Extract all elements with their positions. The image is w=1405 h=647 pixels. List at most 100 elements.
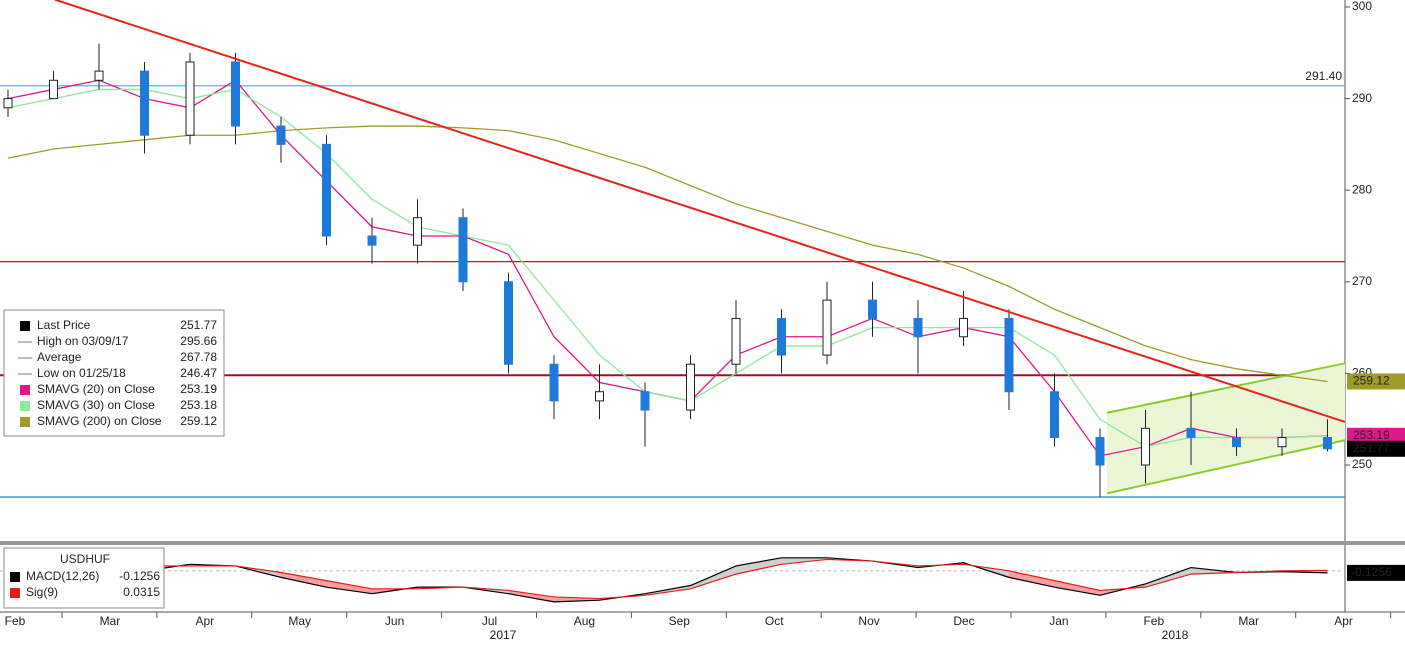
candle-body (504, 281, 513, 365)
x-tick-label: Apr (195, 614, 214, 628)
legend-value: 295.66 (180, 334, 217, 348)
level-label: 291.40 (1305, 69, 1342, 83)
candle-body (913, 317, 923, 338)
trend-line (54, 0, 1346, 423)
legend-swatch (20, 401, 30, 411)
candle-body (868, 299, 877, 319)
x-tick-label: Oct (765, 614, 784, 628)
legend-label: SMAVG (200) on Close (37, 414, 162, 428)
price-tag (1347, 440, 1405, 457)
legend-value: 251.77 (180, 318, 217, 332)
candle-body (231, 61, 240, 127)
candle-body (140, 70, 149, 136)
candle-body (822, 299, 832, 356)
macd-legend-swatch (10, 572, 20, 582)
y-tick-label: 300 (1352, 0, 1372, 13)
candle-body (1232, 437, 1241, 448)
legend-label: Low on 01/25/18 (37, 366, 126, 380)
y-tick-label: 280 (1352, 182, 1372, 196)
x-tick-label: Sep (669, 614, 691, 628)
candle-body (322, 143, 331, 237)
macd-tag (1347, 564, 1405, 581)
x-tick-label: Jan (1049, 614, 1068, 628)
legend-value: 246.47 (180, 366, 217, 380)
candle-body (49, 79, 58, 100)
candle-body (185, 61, 195, 136)
macd-histogram-area (736, 557, 782, 575)
candle-body (276, 125, 286, 145)
candle-body (959, 317, 968, 338)
macd-line (7, 558, 1328, 600)
price-tag (1347, 373, 1405, 390)
candle-body (367, 235, 377, 246)
legend-box (3, 309, 225, 437)
x-tick-label: Feb (1143, 614, 1164, 628)
legend-value: 259.12 (180, 414, 217, 428)
price-tag-label: 253.19 (1353, 428, 1390, 442)
x-tick-label: Mar (100, 614, 121, 628)
x-tick-label: May (288, 614, 311, 628)
candle-body (731, 317, 741, 365)
x-tick-label: Apr (1334, 614, 1353, 628)
candle-body (1277, 437, 1287, 448)
legend-value: 253.19 (180, 382, 217, 396)
year-label: 2017 (490, 628, 517, 642)
legend-swatch (20, 417, 30, 427)
x-tick-label: Jul (482, 614, 497, 628)
candle-body (458, 217, 468, 283)
candle-body (549, 363, 559, 402)
macd-histogram-area (508, 590, 554, 602)
sma-line (7, 125, 1328, 383)
candle-body (3, 98, 13, 109)
x-tick-label: Jun (385, 614, 404, 628)
x-tick-label: Nov (858, 614, 879, 628)
candle-body (1141, 427, 1150, 466)
candle-body (1050, 391, 1059, 439)
y-tick-label: 290 (1352, 91, 1372, 105)
price-tag-label: 251.77 (1353, 441, 1390, 455)
macd-histogram-area (690, 565, 736, 589)
macd-legend-label: MACD(12,26) (26, 569, 99, 583)
candle-body (1323, 437, 1332, 450)
macd-histogram-area (1145, 567, 1191, 588)
legend-swatch (20, 321, 30, 331)
legend-label: SMAVG (20) on Close (37, 382, 155, 396)
legend-value: 253.18 (180, 398, 217, 412)
candle-body (640, 391, 650, 411)
x-tick-label: Mar (1238, 614, 1259, 628)
macd-histogram-area (1009, 570, 1055, 588)
candle-body (413, 217, 422, 246)
price-tag-label: 259.12 (1353, 374, 1390, 388)
macd-legend-value: 0.0315 (123, 585, 160, 599)
legend-label: High on 03/09/17 (37, 334, 129, 348)
macd-legend-label: Sig(9) (26, 585, 58, 599)
x-tick-label: Dec (953, 614, 974, 628)
channel-line (1106, 439, 1346, 495)
year-label: 2018 (1162, 628, 1189, 642)
legend-value: 267.78 (180, 350, 217, 364)
legend-swatch (20, 385, 30, 395)
macd-histogram-area (1054, 580, 1100, 596)
candle-body (1095, 437, 1105, 466)
macd-legend-value: -0.1256 (119, 569, 160, 583)
channel-fill (1107, 363, 1345, 494)
candle-body (1004, 317, 1014, 393)
sma-line (7, 88, 1328, 448)
macd-tag-label: -0.1256 (1351, 565, 1392, 579)
legend-label: Last Price (37, 318, 91, 332)
macd-histogram-area (281, 572, 327, 588)
macd-histogram-area (326, 580, 372, 594)
candle-body (94, 70, 104, 81)
candle-body (595, 391, 604, 402)
candle-body (777, 317, 786, 356)
macd-legend-title: USDHUF (60, 552, 110, 566)
candle-body (1186, 427, 1196, 439)
channel-line (1106, 362, 1346, 414)
legend-label: Average (37, 350, 82, 364)
macd-legend-swatch (10, 588, 20, 598)
y-tick-label: 250 (1352, 457, 1372, 471)
x-tick-label: Feb (5, 614, 26, 628)
macd-legend-box (3, 547, 165, 609)
